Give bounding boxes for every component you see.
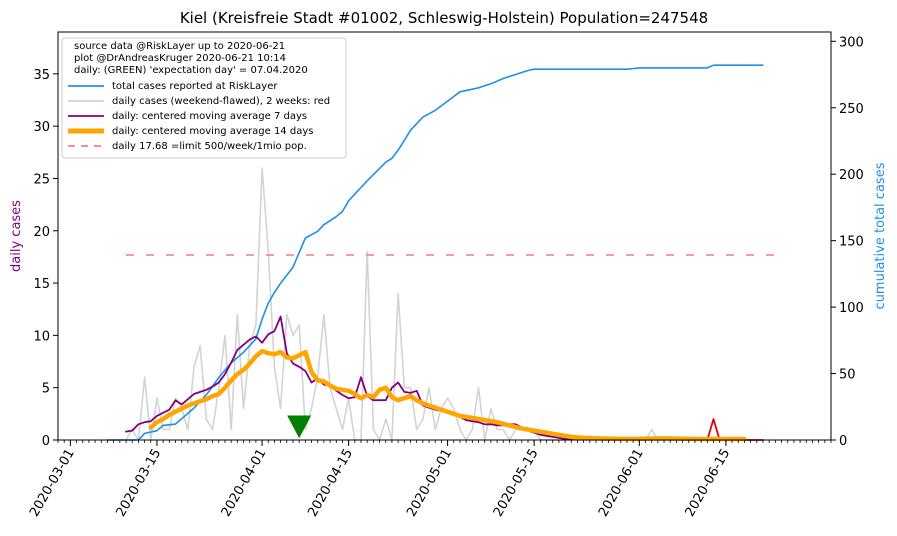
y-right-tick-label: 100	[839, 301, 864, 316]
x-tick-label: 2020-03-01	[27, 447, 78, 520]
x-tick-label: 2020-04-01	[219, 447, 270, 520]
x-tick-label: 2020-05-15	[491, 447, 542, 520]
legend-header-line: daily: (GREEN) 'expectation day' = 07.04…	[74, 65, 308, 76]
legend-box	[61, 37, 347, 159]
legend-label-limit: daily 17.68 =limit 500/week/1mio pop.	[112, 141, 307, 152]
x-tick-label: 2020-06-01	[596, 447, 647, 520]
y-right-tick-label: 200	[839, 168, 864, 183]
y-left-tick-label: 30	[33, 120, 50, 135]
x-tick-label: 2020-06-15	[683, 447, 734, 520]
legend-label-ma7: daily: centered moving average 7 days	[112, 111, 307, 122]
legend: source data @RiskLayer up to 2020-06-21 …	[61, 37, 347, 159]
y-left-tick-label: 25	[33, 172, 50, 187]
plot-frame	[57, 31, 832, 441]
y-right-tick-label: 150	[839, 235, 864, 250]
y-right-tick-label: 250	[839, 102, 864, 117]
y-right-tick-label: 300	[839, 35, 864, 50]
y-left-tick-label: 20	[33, 225, 50, 240]
legend-header-line: source data @RiskLayer up to 2020-06-21	[74, 41, 285, 52]
y-axis-left-label: daily cases	[9, 200, 24, 272]
expectation-day-marker	[287, 415, 312, 439]
chart-title: Kiel (Kreisfreie Stadt #01002, Schleswig…	[180, 9, 708, 27]
legend-label-total: total cases reported at RiskLayer	[112, 81, 278, 92]
y-axis-right-label: cumulative total cases	[873, 162, 888, 309]
y-right-tick-label: 50	[839, 368, 856, 383]
legend-label-ma14: daily: centered moving average 14 days	[112, 126, 313, 137]
marker-layer	[287, 415, 312, 439]
series-total-cases	[106, 64, 764, 441]
x-tick-label: 2020-04-15	[305, 447, 356, 520]
series-moving-average-14	[148, 348, 747, 442]
x-tick-label: 2020-03-15	[114, 447, 165, 520]
y-left-tick-label: 15	[33, 277, 50, 292]
y-left-tick-label: 10	[33, 329, 50, 344]
legend-label-daily: daily cases (weekend-flawed), 2 weeks: r…	[112, 96, 330, 107]
y-left-tick-label: 5	[42, 382, 50, 397]
legend-header-line: plot @DrAndreasKruger 2020-06-21 10:14	[74, 53, 286, 64]
y-left-tick-label: 35	[33, 68, 50, 83]
y-left-tick-label: 0	[42, 434, 50, 449]
x-tick-label: 2020-05-01	[404, 447, 455, 520]
y-right-tick-label: 0	[839, 434, 847, 449]
